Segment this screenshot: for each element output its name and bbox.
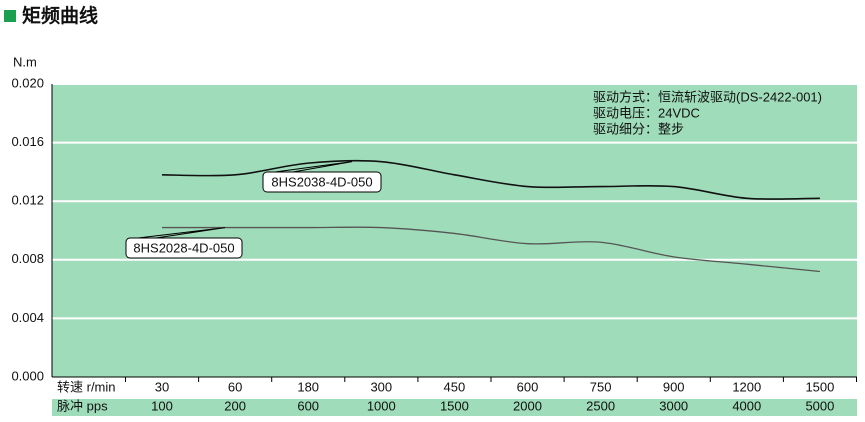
title-icon xyxy=(4,10,16,22)
y-tick-label: 0.020 xyxy=(11,75,44,90)
pps-label: 1500 xyxy=(440,398,469,413)
page-title: 矩频曲线 xyxy=(22,4,98,27)
x-tick-label: 30 xyxy=(155,379,169,394)
annotation: 驱动电压：24VDC xyxy=(593,105,700,120)
x-tick-label: 1500 xyxy=(805,379,834,394)
pps-label: 600 xyxy=(297,398,319,413)
annotation: 驱动方式：恒流斩波驱动(DS-2422-001) xyxy=(593,89,822,104)
row-label: 脉冲 pps xyxy=(57,398,108,413)
pps-label: 4000 xyxy=(732,398,761,413)
pps-label: 5000 xyxy=(805,398,834,413)
series-line xyxy=(161,226,820,273)
y-tick-label: 0.004 xyxy=(11,310,44,325)
plot-area xyxy=(52,84,857,377)
legend-label: 8HS2038-4D-050 xyxy=(271,174,372,189)
callout-pointer xyxy=(137,227,226,239)
y-tick-label: 0.008 xyxy=(11,251,44,266)
pps-label: 2000 xyxy=(513,398,542,413)
x-tick-label: 60 xyxy=(228,379,242,394)
legend-box xyxy=(125,237,243,259)
y-tick-label: 0.016 xyxy=(11,134,44,149)
x-tick-label: 600 xyxy=(517,379,539,394)
pps-label: 200 xyxy=(224,398,246,413)
series-line xyxy=(161,159,820,200)
x-tick-label: 180 xyxy=(297,379,319,394)
pps-label: 1000 xyxy=(367,398,396,413)
y-axis-label: N.m xyxy=(13,54,37,69)
x-tick-label: 450 xyxy=(444,379,466,394)
legend-label: 8HS2028-4D-050 xyxy=(133,240,234,255)
callout-pointer xyxy=(274,161,353,173)
y-tick-label: 0.000 xyxy=(11,368,44,383)
legend-box xyxy=(262,171,382,193)
y-tick-label: 0.012 xyxy=(11,193,44,208)
pps-label: 100 xyxy=(151,398,173,413)
x-tick-label: 750 xyxy=(590,379,612,394)
pps-label: 2500 xyxy=(586,398,615,413)
x-tick-label: 1200 xyxy=(732,379,761,394)
annotation: 驱动细分：整步 xyxy=(593,121,684,136)
pps-row-band xyxy=(52,399,857,416)
x-tick-label: 300 xyxy=(370,379,392,394)
row-label: 转速 r/min xyxy=(57,379,116,394)
x-tick-label: 900 xyxy=(663,379,685,394)
pps-label: 3000 xyxy=(659,398,688,413)
